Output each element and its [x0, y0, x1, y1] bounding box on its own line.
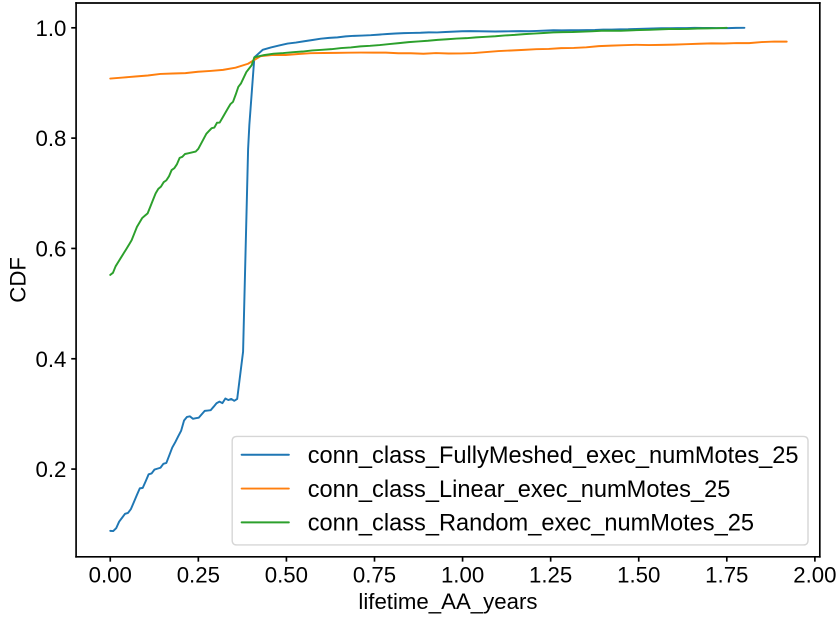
svg-text:1.00: 1.00: [441, 563, 484, 588]
svg-text:conn_class_Linear_exec_numMote: conn_class_Linear_exec_numMotes_25: [308, 477, 731, 503]
svg-text:lifetime_AA_years: lifetime_AA_years: [358, 589, 537, 614]
svg-text:0.6: 0.6: [35, 236, 66, 261]
svg-text:0.2: 0.2: [35, 457, 66, 482]
svg-text:CDF: CDF: [5, 257, 30, 303]
svg-text:conn_class_FullyMeshed_exec_nu: conn_class_FullyMeshed_exec_numMotes_25: [308, 443, 799, 469]
svg-text:1.0: 1.0: [35, 16, 66, 41]
svg-text:1.25: 1.25: [529, 563, 572, 588]
svg-text:0.75: 0.75: [353, 563, 396, 588]
svg-text:0.00: 0.00: [89, 563, 132, 588]
svg-text:0.25: 0.25: [177, 563, 220, 588]
svg-text:0.50: 0.50: [265, 563, 308, 588]
svg-text:1.50: 1.50: [617, 563, 660, 588]
svg-text:1.75: 1.75: [705, 563, 748, 588]
svg-text:0.8: 0.8: [35, 126, 66, 151]
svg-text:2.00: 2.00: [793, 563, 836, 588]
svg-text:0.4: 0.4: [35, 347, 66, 372]
svg-text:conn_class_Random_exec_numMote: conn_class_Random_exec_numMotes_25: [308, 511, 754, 537]
